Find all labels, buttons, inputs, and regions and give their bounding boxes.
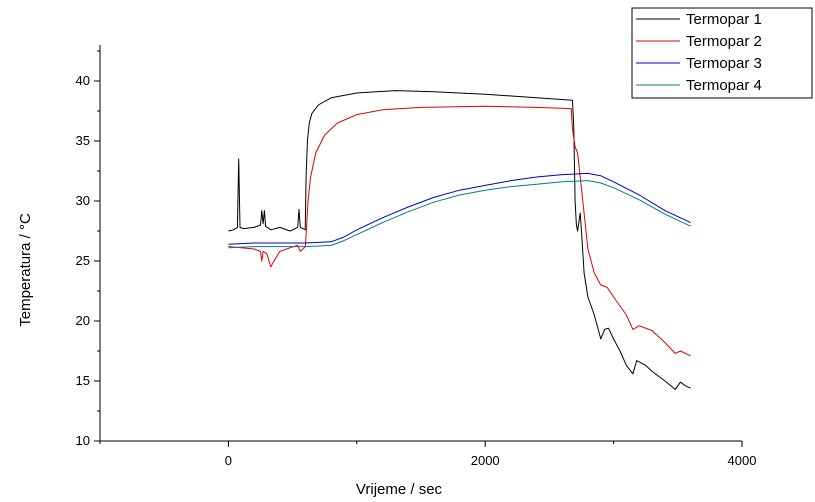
series-line-1 — [228, 90, 691, 390]
y-tick-label: 10 — [76, 433, 90, 448]
x-tick-label: 2000 — [471, 453, 500, 468]
y-tick-label: 35 — [76, 133, 90, 148]
series-layer — [228, 90, 691, 390]
y-axis-title: Temperatura / °C — [17, 213, 34, 327]
y-tick-label: 25 — [76, 253, 90, 268]
legend-box — [631, 7, 813, 99]
y-tick-label: 15 — [76, 373, 90, 388]
x-tick-label: 0 — [225, 453, 232, 468]
x-axis-title: Vrijeme / sec — [356, 481, 443, 498]
x-tick-label: 4000 — [728, 453, 757, 468]
axes: 10 15 20 25 30 35 40 0 2000 4000 — [76, 45, 757, 468]
y-tick-label: 40 — [76, 73, 90, 88]
series-line-3 — [228, 172, 691, 245]
legend-label-4: Termopar 4 — [686, 77, 762, 94]
legend: Termopar 1 Termopar 2 Termopar 3 Termopar 4 — [631, 7, 813, 99]
y-tick-label: 30 — [76, 193, 90, 208]
legend-label-2: Termopar 2 — [686, 33, 762, 50]
legend-label-1: Termopar 1 — [686, 11, 762, 28]
legend-label-3: Termopar 3 — [686, 55, 762, 72]
series-line-2 — [228, 105, 691, 357]
series-line-4 — [228, 180, 691, 249]
y-tick-label: 20 — [76, 313, 90, 328]
